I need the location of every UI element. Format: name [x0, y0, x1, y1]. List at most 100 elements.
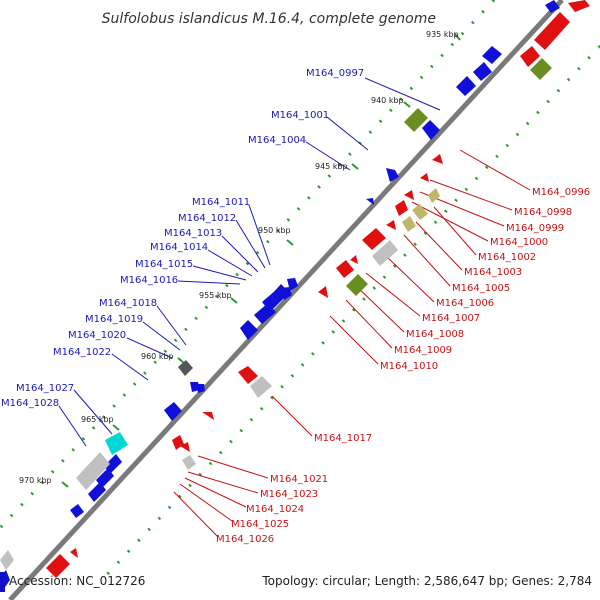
gene-label[interactable]: M164_1010 [380, 361, 438, 372]
gene-arrow[interactable] [520, 46, 540, 67]
gene-arrow[interactable] [482, 46, 502, 64]
gene-label[interactable]: M164_1021 [270, 474, 328, 485]
gene-arrow[interactable] [568, 0, 590, 12]
tick-label: 955 kbp [199, 291, 232, 300]
gene-arrow[interactable] [386, 168, 399, 182]
gene-label[interactable]: M164_0996 [532, 187, 590, 198]
gene-arrow[interactable] [432, 154, 443, 164]
gene-label[interactable]: M164_1020 [68, 330, 126, 341]
gene-label[interactable]: M164_1015 [135, 259, 193, 270]
gene-label[interactable]: M164_0997 [306, 68, 364, 79]
gene-label[interactable]: M164_1026 [216, 534, 274, 545]
gene-label[interactable]: M164_1001 [271, 110, 329, 121]
gene-arrow[interactable] [346, 274, 368, 296]
gene-arrow[interactable] [420, 173, 429, 182]
gene-label[interactable]: M164_1025 [231, 519, 289, 530]
gene-label[interactable]: M164_0999 [506, 223, 564, 234]
callout-line [329, 315, 379, 365]
gene-arrow[interactable] [182, 455, 196, 470]
gene-arrow[interactable] [404, 108, 428, 132]
gene-arrow[interactable] [402, 216, 416, 232]
gene-arrow[interactable] [105, 432, 128, 455]
gene-label[interactable]: M164_1013 [164, 228, 222, 239]
gene-label[interactable]: M164_1016 [120, 275, 178, 286]
gene-arrow[interactable] [46, 554, 70, 578]
gene-arrow[interactable] [366, 198, 374, 205]
gene-arrow[interactable] [202, 412, 214, 420]
map-title: Sulfolobus islandicus M.16.4, complete g… [102, 11, 436, 27]
gene-label[interactable]: M164_1011 [192, 197, 250, 208]
gene-arrow[interactable] [287, 278, 298, 291]
gene-arrow[interactable] [362, 228, 386, 250]
callout-line [142, 321, 181, 351]
callout-line [433, 206, 477, 256]
gene-arrow[interactable] [70, 504, 84, 518]
callout-line [415, 221, 463, 271]
reverse-strand-features[interactable] [46, 0, 590, 578]
gene-label[interactable]: M164_0998 [514, 207, 572, 218]
gene-label[interactable]: M164_1008 [406, 329, 464, 340]
gene-arrow[interactable] [530, 58, 552, 80]
gene-arrow[interactable] [238, 366, 258, 384]
callout-line [177, 280, 241, 285]
gene-label[interactable]: M164_1009 [394, 345, 452, 356]
gene-arrow[interactable] [456, 76, 476, 96]
gene-label[interactable]: M164_1006 [436, 298, 494, 309]
gene-arrow[interactable] [386, 220, 396, 230]
gene-label[interactable]: M164_1024 [246, 504, 304, 515]
gene-arrow[interactable] [404, 190, 414, 200]
gene-arrow[interactable] [372, 240, 398, 266]
callout-line [365, 272, 421, 317]
gene-arrow[interactable] [318, 286, 328, 298]
gene-label[interactable]: M164_1004 [248, 135, 306, 146]
forward-strand-features[interactable] [0, 0, 560, 590]
gene-arrow[interactable] [545, 0, 560, 13]
gene-arrow[interactable] [395, 200, 408, 216]
callout-line [459, 149, 531, 191]
gene-label[interactable]: M164_1022 [53, 347, 111, 358]
gene-label[interactable]: M164_1005 [452, 283, 510, 294]
tick-mark [286, 239, 294, 246]
callout-line [126, 337, 173, 359]
gene-arrow[interactable] [240, 320, 258, 340]
callout-line [207, 249, 253, 277]
gene-arrow[interactable] [534, 12, 570, 50]
gene-label[interactable]: M164_1007 [422, 313, 480, 324]
gene-arrow[interactable] [76, 452, 110, 490]
callout-line [403, 234, 451, 287]
gene-arrow[interactable] [190, 382, 200, 392]
gene-arrow[interactable] [336, 260, 354, 278]
gene-arrow[interactable] [178, 360, 193, 376]
gene-arrow[interactable] [473, 62, 492, 81]
gene-label[interactable]: M164_1014 [150, 242, 208, 253]
tick-mark [61, 481, 69, 488]
gene-arrow[interactable] [172, 435, 184, 450]
gene-arrow[interactable] [428, 188, 440, 203]
gene-label[interactable]: M164_1003 [464, 267, 522, 278]
gene-arrow[interactable] [88, 482, 106, 502]
gene-arrow[interactable] [250, 376, 272, 398]
gene-label[interactable]: M164_1000 [490, 237, 548, 248]
gene-arrow[interactable] [254, 303, 276, 324]
gene-label[interactable]: M164_1012 [178, 213, 236, 224]
gene-arrow[interactable] [180, 442, 190, 452]
callout-line [179, 483, 233, 522]
gene-label[interactable]: M164_1028 [1, 398, 59, 409]
genome-backbone [8, 0, 564, 600]
gene-label[interactable]: M164_1002 [478, 252, 536, 263]
footer-marker [0, 572, 5, 592]
gene-label[interactable]: M164_1019 [85, 314, 143, 325]
gene-arrow[interactable] [0, 550, 14, 570]
gene-arrow[interactable] [70, 548, 78, 558]
gene-arrow[interactable] [350, 255, 358, 264]
gene-label[interactable]: M164_1027 [16, 383, 74, 394]
callout-line [173, 491, 219, 538]
gene-label[interactable]: M164_1017 [314, 433, 372, 444]
gene-arrow[interactable] [164, 402, 182, 421]
gene-arrow[interactable] [422, 120, 440, 140]
gene-label[interactable]: M164_1018 [99, 298, 157, 309]
gene-label[interactable]: M164_1023 [260, 489, 318, 500]
gene-arrow[interactable] [412, 204, 428, 220]
